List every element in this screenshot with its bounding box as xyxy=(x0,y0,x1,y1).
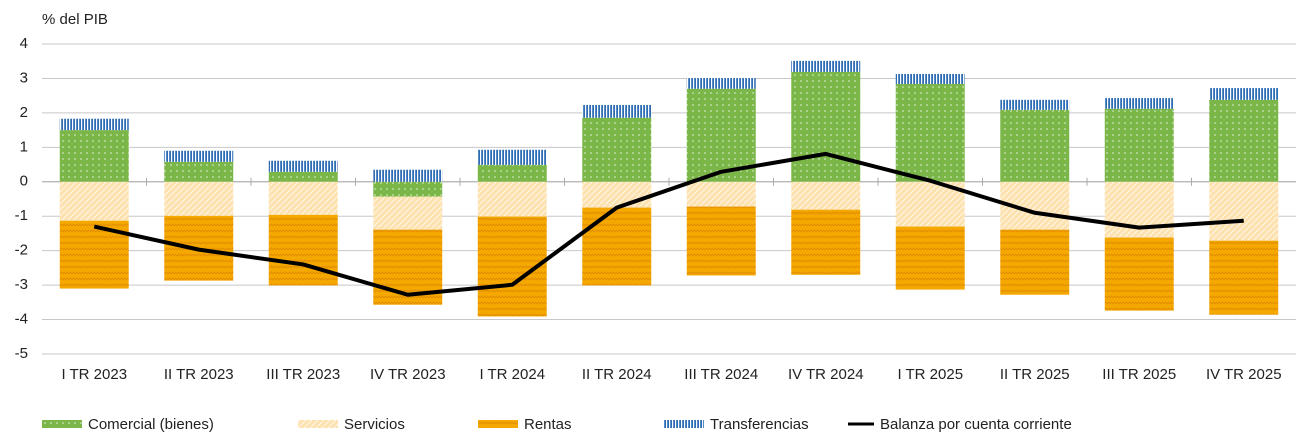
bar-segment xyxy=(1209,99,1279,182)
bar-segment xyxy=(895,226,965,290)
bar-segment xyxy=(582,104,652,118)
bar-segment xyxy=(686,181,756,207)
bar-segment xyxy=(686,78,756,89)
x-tick-label: II TR 2024 xyxy=(582,366,652,383)
bar-segment xyxy=(1209,181,1279,241)
legend-label: Comercial (bienes) xyxy=(88,416,214,433)
bar-segment xyxy=(373,169,443,182)
bar-segment xyxy=(1000,229,1070,295)
bar-segment xyxy=(477,181,547,217)
bar-segment xyxy=(895,83,965,182)
bar-segment xyxy=(268,160,338,172)
y-tick-label: -3 xyxy=(15,276,28,293)
legend-swatch xyxy=(664,420,704,428)
bar-segment xyxy=(268,171,338,182)
y-tick-label: -5 xyxy=(15,345,28,362)
y-tick-label: -2 xyxy=(15,242,28,259)
x-tick-label: II TR 2023 xyxy=(164,366,234,383)
bar-segment xyxy=(791,181,861,210)
bar-segment xyxy=(373,181,443,197)
bar-segment xyxy=(582,181,652,208)
bar-segment xyxy=(1104,108,1174,182)
bar-segment xyxy=(1000,109,1070,182)
bar-segment xyxy=(1209,240,1279,315)
x-tick-label: IV TR 2023 xyxy=(370,366,446,383)
y-tick-label: -4 xyxy=(15,311,28,328)
legend-swatch xyxy=(42,420,82,428)
y-tick-label: 0 xyxy=(20,173,28,190)
legend-label: Servicios xyxy=(344,416,405,433)
x-tick-label: III TR 2024 xyxy=(684,366,758,383)
line-series xyxy=(93,151,1244,297)
bar-segment xyxy=(164,161,234,182)
x-tick-label: II TR 2025 xyxy=(1000,366,1070,383)
bar-segment xyxy=(1104,98,1174,109)
legend-swatch xyxy=(298,420,338,428)
y-axis-label: % del PIB xyxy=(42,11,108,28)
x-tick-label: III TR 2023 xyxy=(266,366,340,383)
x-tick-label: I TR 2024 xyxy=(479,366,545,383)
x-tick-label: IV TR 2025 xyxy=(1206,366,1282,383)
bar-segment xyxy=(1000,99,1070,110)
bar-segment xyxy=(268,181,338,215)
y-tick-label: 3 xyxy=(20,69,28,86)
bar-segment xyxy=(59,181,129,221)
bar-segment xyxy=(686,206,756,276)
bar-segment xyxy=(164,181,234,216)
bar-segment xyxy=(477,149,547,165)
y-tick-label: 1 xyxy=(20,138,28,155)
bar-segment xyxy=(164,150,234,162)
x-tick-label: I TR 2023 xyxy=(61,366,127,383)
y-tick-label: 4 xyxy=(20,35,28,52)
bar-segment xyxy=(895,73,965,84)
legend-label: Transferencias xyxy=(710,416,809,433)
bar-segment xyxy=(268,214,338,286)
bar-segment xyxy=(791,71,861,182)
y-tick-label: 2 xyxy=(20,104,28,121)
bar-segment xyxy=(791,60,861,72)
bar-segment xyxy=(791,209,861,275)
x-tick-label: I TR 2025 xyxy=(897,366,963,383)
bar-segment xyxy=(477,164,547,182)
bar-segment xyxy=(1104,237,1174,311)
bar-segment xyxy=(59,130,129,182)
bar-segment xyxy=(373,196,443,230)
x-tick-label: III TR 2025 xyxy=(1102,366,1176,383)
legend-swatch xyxy=(478,420,518,428)
legend-label: Balanza por cuenta corriente xyxy=(880,416,1072,433)
legend-label: Rentas xyxy=(524,416,572,433)
y-tick-label: -1 xyxy=(15,207,28,224)
bar-segment xyxy=(1209,88,1279,100)
bar-segment xyxy=(582,207,652,286)
bar-segment xyxy=(59,118,129,131)
x-tick-label: IV TR 2024 xyxy=(788,366,864,383)
bar-segment xyxy=(582,117,652,182)
